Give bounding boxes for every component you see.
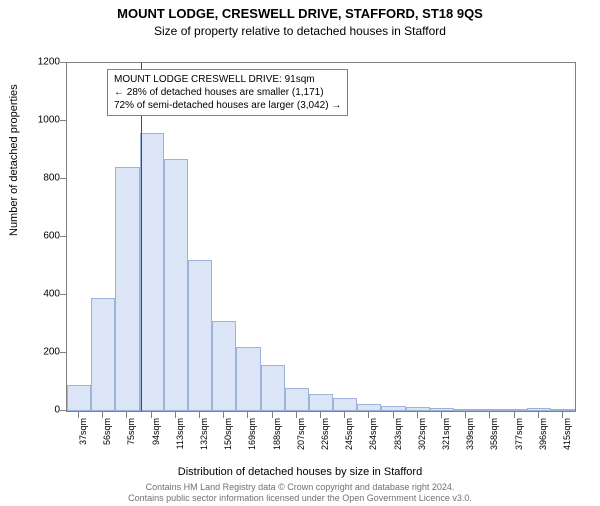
xtick-label: 132sqm <box>199 418 209 458</box>
footer-line1: Contains HM Land Registry data © Crown c… <box>0 482 600 493</box>
histogram-bar <box>236 347 260 411</box>
footer: Contains HM Land Registry data © Crown c… <box>0 482 600 504</box>
xtick-label: 283sqm <box>393 418 403 458</box>
histogram-bar <box>527 408 551 411</box>
histogram-bar <box>381 406 405 411</box>
histogram-bar <box>478 409 502 411</box>
xtick-label: 226sqm <box>320 418 330 458</box>
ytick-mark <box>60 410 66 411</box>
annotation-line2: ← 28% of detached houses are smaller (1,… <box>114 86 341 99</box>
histogram-bar <box>430 408 454 411</box>
ytick-label: 800 <box>20 173 60 184</box>
xtick-label: 113sqm <box>175 418 185 458</box>
ytick-label: 200 <box>20 347 60 358</box>
xtick-label: 169sqm <box>247 418 257 458</box>
xtick-label: 302sqm <box>417 418 427 458</box>
xtick-label: 415sqm <box>562 418 572 458</box>
histogram-bar <box>115 167 139 411</box>
ytick-mark <box>60 62 66 63</box>
xtick-label: 321sqm <box>441 418 451 458</box>
ytick-mark <box>60 178 66 179</box>
xtick-label: 396sqm <box>538 418 548 458</box>
histogram-bar <box>164 159 188 411</box>
xtick-label: 358sqm <box>489 418 499 458</box>
xtick-label: 94sqm <box>151 418 161 458</box>
ytick-label: 1000 <box>20 115 60 126</box>
ytick-mark <box>60 352 66 353</box>
xtick-label: 56sqm <box>102 418 112 458</box>
histogram-bar <box>454 409 478 411</box>
histogram-bar <box>188 260 212 411</box>
xtick-label: 37sqm <box>78 418 88 458</box>
annotation-box: MOUNT LODGE CRESWELL DRIVE: 91sqm ← 28% … <box>107 69 348 116</box>
ytick-label: 400 <box>20 289 60 300</box>
histogram-bar <box>212 321 236 411</box>
histogram-bar <box>357 404 381 411</box>
plot-area: MOUNT LODGE CRESWELL DRIVE: 91sqm ← 28% … <box>66 62 576 412</box>
xtick-label: 377sqm <box>514 418 524 458</box>
footer-line2: Contains public sector information licen… <box>0 493 600 504</box>
xtick-label: 264sqm <box>368 418 378 458</box>
histogram-bar <box>333 398 357 411</box>
ytick-mark <box>60 120 66 121</box>
xtick-label: 75sqm <box>126 418 136 458</box>
histogram-bar <box>551 409 575 411</box>
xtick-label: 188sqm <box>272 418 282 458</box>
title-main: MOUNT LODGE, CRESWELL DRIVE, STAFFORD, S… <box>0 6 600 21</box>
histogram-bar <box>285 388 309 411</box>
chart-container: MOUNT LODGE, CRESWELL DRIVE, STAFFORD, S… <box>0 6 600 506</box>
xtick-label: 207sqm <box>296 418 306 458</box>
histogram-bar <box>261 365 285 411</box>
xtick-label: 245sqm <box>344 418 354 458</box>
ytick-label: 600 <box>20 231 60 242</box>
ytick-mark <box>60 294 66 295</box>
title-sub: Size of property relative to detached ho… <box>0 24 600 38</box>
histogram-bar <box>406 407 430 411</box>
histogram-bar <box>309 394 333 411</box>
annotation-line1: MOUNT LODGE CRESWELL DRIVE: 91sqm <box>114 73 341 86</box>
histogram-bar <box>67 385 91 411</box>
ytick-label: 1200 <box>20 57 60 68</box>
histogram-bar <box>502 409 526 411</box>
y-axis-label: Number of detached properties <box>8 84 20 236</box>
xtick-label: 150sqm <box>223 418 233 458</box>
histogram-bar <box>91 298 115 411</box>
ytick-label: 0 <box>20 405 60 416</box>
x-axis-label: Distribution of detached houses by size … <box>0 466 600 478</box>
histogram-bar <box>140 133 164 411</box>
annotation-line3: 72% of semi-detached houses are larger (… <box>114 99 341 112</box>
xtick-label: 339sqm <box>465 418 475 458</box>
ytick-mark <box>60 236 66 237</box>
